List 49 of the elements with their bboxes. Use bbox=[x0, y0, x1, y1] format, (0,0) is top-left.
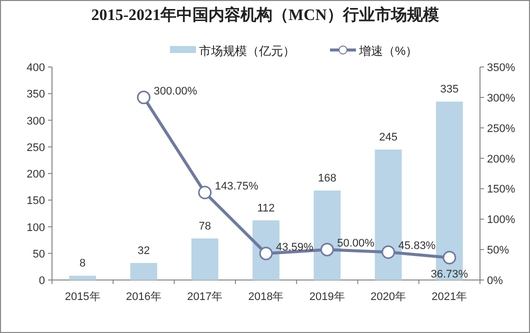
data-label: 36.73% bbox=[430, 268, 468, 281]
data-label: 8 bbox=[80, 258, 86, 270]
point bbox=[442, 250, 456, 264]
data-label: 245 bbox=[379, 132, 398, 144]
y-tick-label: 0 bbox=[38, 275, 45, 287]
legend-label: 市场规模（亿元） bbox=[199, 44, 295, 58]
x-tick-label: 2019年 bbox=[309, 291, 345, 303]
y2-tick-label: 200% bbox=[487, 153, 516, 166]
bar bbox=[69, 276, 96, 280]
y2-tick-label: 350% bbox=[487, 62, 516, 74]
data-label: 78 bbox=[198, 220, 211, 232]
data-label: 112 bbox=[257, 202, 275, 214]
y-tick-label: 150 bbox=[26, 195, 45, 208]
x-tick-label: 2020年 bbox=[370, 291, 406, 303]
y-tick-label: 300 bbox=[26, 115, 45, 128]
y-tick-label: 350 bbox=[26, 88, 45, 101]
y2-tick-label: 50% bbox=[487, 244, 510, 257]
point bbox=[136, 90, 150, 104]
x-tick-label: 2017年 bbox=[187, 291, 223, 303]
y2-tick-label: 0% bbox=[487, 275, 504, 287]
y-tick-label: 100 bbox=[26, 222, 45, 234]
y2-tick-label: 300% bbox=[487, 92, 516, 104]
data-label: 335 bbox=[440, 84, 459, 96]
y-tick-label: 400 bbox=[26, 62, 45, 74]
legend-label: 增速（%） bbox=[358, 44, 418, 58]
data-label: 45.83% bbox=[398, 240, 436, 252]
data-label: 168 bbox=[318, 172, 336, 185]
bar bbox=[130, 262, 158, 280]
point bbox=[320, 242, 334, 256]
bar bbox=[191, 238, 218, 280]
data-label: 43.59% bbox=[276, 241, 314, 254]
point bbox=[382, 245, 396, 259]
x-tick-label: 2016年 bbox=[126, 291, 162, 303]
chart-title: 2015-2021年中国内容机构（MCN）行业市场规模 bbox=[91, 5, 439, 24]
point bbox=[198, 186, 212, 200]
y-tick-label: 200 bbox=[26, 168, 45, 180]
y-tick-label: 50 bbox=[32, 248, 45, 260]
y2-tick-label: 150% bbox=[487, 184, 516, 196]
y-tick-label: 250 bbox=[26, 142, 45, 154]
y2-tick-label: 100% bbox=[487, 214, 516, 226]
x-tick-label: 2018年 bbox=[248, 291, 284, 303]
point bbox=[259, 246, 273, 260]
data-label: 143.75% bbox=[214, 180, 258, 193]
x-tick-label: 2015年 bbox=[64, 291, 100, 303]
data-label: 300.00% bbox=[154, 85, 198, 98]
x-tick-label: 2021年 bbox=[432, 291, 468, 303]
data-label: 50.00% bbox=[337, 238, 375, 250]
y2-tick-label: 250% bbox=[487, 122, 516, 135]
data-label: 32 bbox=[138, 244, 150, 257]
